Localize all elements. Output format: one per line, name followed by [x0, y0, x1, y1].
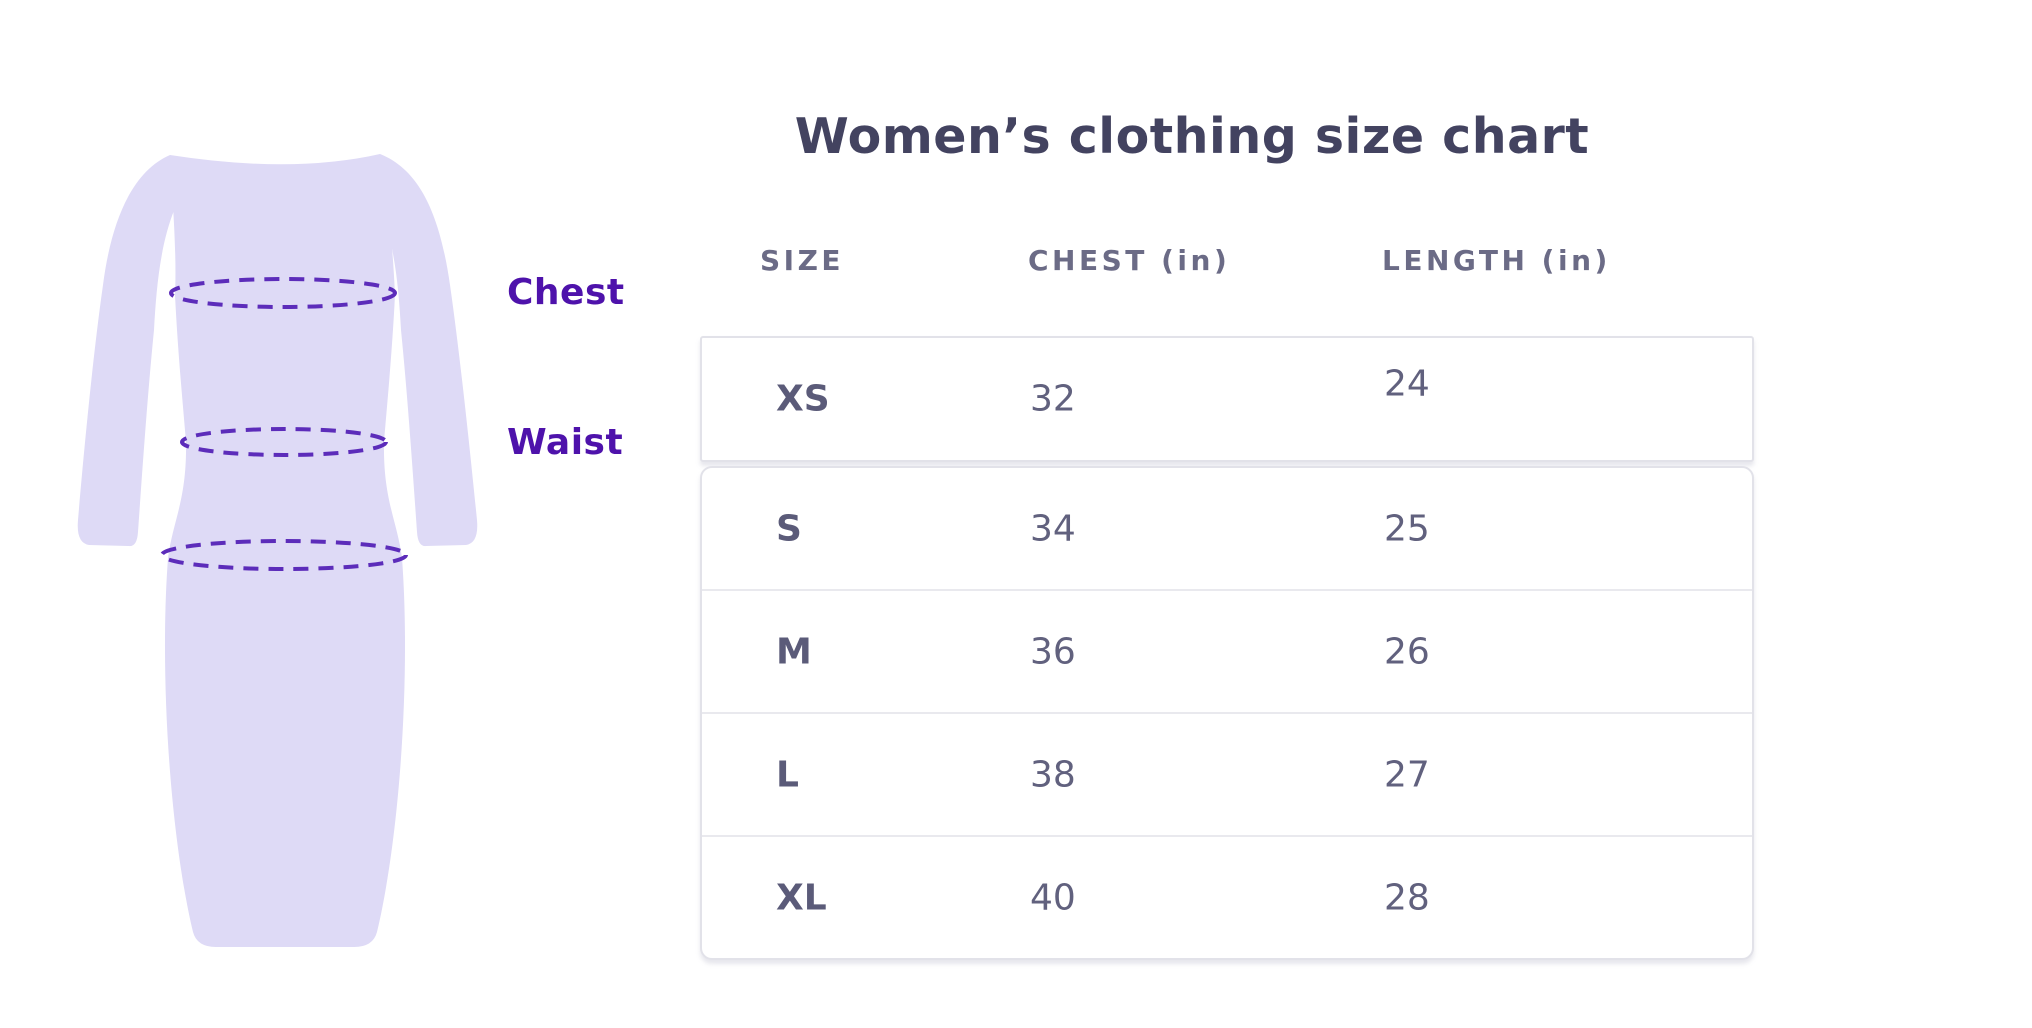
size-cell: M [776, 631, 812, 672]
dress-body-shape [164, 154, 406, 947]
chest-label: Chest [507, 272, 625, 313]
chest-cell: 40 [1030, 877, 1076, 918]
chest-cell: 32 [1030, 378, 1076, 420]
dress-right-sleeve-shape [358, 154, 478, 547]
dress-illustration [77, 154, 478, 947]
column-header-size: SIZE [760, 244, 845, 277]
length-cell: 25 [1384, 508, 1430, 549]
waist-label: Waist [507, 422, 624, 463]
size-cell: L [776, 754, 799, 795]
column-header-chest: CHEST (in) [1028, 244, 1231, 277]
size-table-card-rest: S 34 25 M 36 26 L 38 27 XL 40 28 [700, 466, 1754, 960]
table-row: M 36 26 [702, 589, 1752, 712]
length-cell: 26 [1384, 631, 1430, 672]
table-row: XS 32 24 [702, 338, 1752, 460]
hip-measure-line [160, 539, 408, 571]
column-header-length: LENGTH (in) [1382, 244, 1611, 277]
table-row: L 38 27 [702, 712, 1752, 835]
waist-measure-line [180, 427, 388, 457]
size-cell: S [776, 508, 802, 549]
length-cell: 27 [1384, 754, 1430, 795]
size-cell: XS [776, 378, 830, 420]
size-cell: XL [776, 877, 827, 918]
table-row: S 34 25 [702, 468, 1752, 589]
length-cell: 28 [1384, 877, 1430, 918]
table-row: XL 40 28 [702, 835, 1752, 958]
size-table-card-xs: XS 32 24 [700, 336, 1754, 462]
length-cell: 24 [1384, 363, 1430, 405]
chest-cell: 36 [1030, 631, 1076, 672]
chest-measure-line [169, 277, 397, 309]
dress-left-sleeve-shape [77, 155, 197, 547]
page-title: Women’s clothing size chart [794, 108, 1590, 165]
chest-cell: 38 [1030, 754, 1076, 795]
chest-cell: 34 [1030, 508, 1076, 549]
